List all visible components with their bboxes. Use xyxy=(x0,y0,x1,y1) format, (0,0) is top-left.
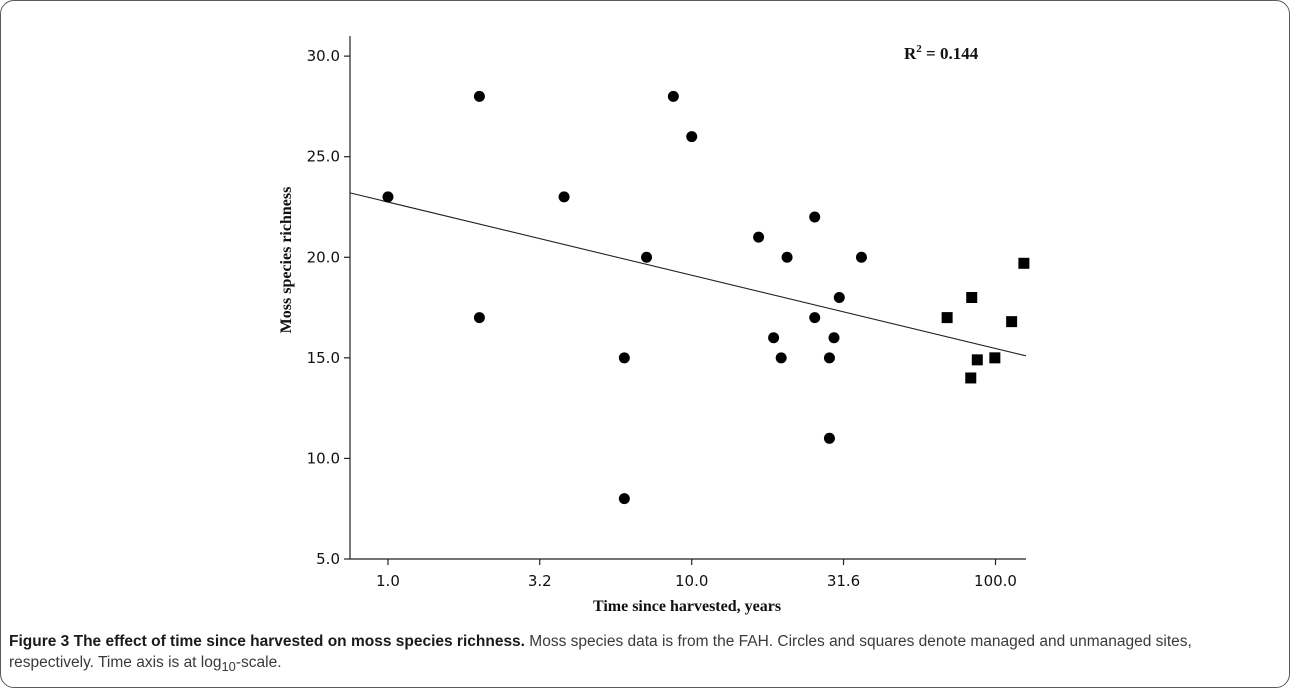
y-tick-label: 15.0 xyxy=(307,349,340,367)
unmanaged-site-point xyxy=(966,292,978,303)
managed-site-point xyxy=(823,352,835,364)
y-tick-label: 25.0 xyxy=(307,148,340,166)
managed-site-point xyxy=(809,312,821,324)
managed-site-point xyxy=(828,332,840,344)
data-points xyxy=(382,90,1030,505)
managed-site-point xyxy=(781,251,793,263)
managed-site-point xyxy=(641,251,653,263)
y-tick-label: 20.0 xyxy=(307,248,340,266)
x-tick-label: 100.0 xyxy=(974,572,1017,590)
managed-site-point xyxy=(855,251,867,263)
managed-site-point xyxy=(618,493,630,505)
caption-subscript: 10 xyxy=(221,659,236,675)
x-axis-title: Time since harvested, years xyxy=(593,598,781,615)
figure-caption: Figure 3 The effect of time since harves… xyxy=(9,631,1279,677)
unmanaged-site-point xyxy=(1006,316,1018,328)
unmanaged-site-point xyxy=(1018,257,1030,269)
managed-site-point xyxy=(558,191,570,203)
x-tick-label: 31.6 xyxy=(827,572,860,590)
r-squared-annotation: R2 = 0.144 xyxy=(904,43,979,63)
fit-line-group xyxy=(349,192,1027,357)
managed-site-point xyxy=(473,90,485,102)
caption-title: Figure 3 The effect of time since harves… xyxy=(9,633,525,650)
x-tick-label: 3.2 xyxy=(528,572,552,590)
managed-site-point xyxy=(667,90,679,102)
scatter-chart: 5.0 10.0 15.0 20.0 25.0 30.0 1.0 3.2 10.0 31.6 100… xyxy=(278,36,1030,615)
managed-site-point xyxy=(686,131,698,143)
managed-site-point xyxy=(618,352,630,364)
managed-site-point xyxy=(473,312,485,324)
managed-site-point xyxy=(382,191,394,203)
y-tick-label: 30.0 xyxy=(307,47,340,65)
unmanaged-site-point xyxy=(941,312,953,324)
regression-line xyxy=(349,192,1027,357)
unmanaged-site-point xyxy=(989,352,1001,364)
managed-site-point xyxy=(833,292,845,303)
x-tick-label: 10.0 xyxy=(675,572,708,590)
x-tick-label: 1.0 xyxy=(376,572,400,590)
unmanaged-site-point xyxy=(965,372,977,384)
y-axis-title: Moss species richness xyxy=(278,187,295,334)
managed-site-point xyxy=(768,332,780,344)
unmanaged-site-point xyxy=(971,354,983,366)
caption-text: Moss species data is from the FAH. Circl… xyxy=(9,633,1192,671)
managed-site-point xyxy=(753,231,765,243)
axes: 5.0 10.0 15.0 20.0 25.0 30.0 1.0 3.2 10.0 31.6 100… xyxy=(307,36,1026,590)
y-tick-label: 10.0 xyxy=(307,449,340,467)
managed-site-point xyxy=(775,352,787,364)
y-tick-label: 5.0 xyxy=(316,550,340,568)
managed-site-point xyxy=(823,432,835,444)
caption-text-end: -scale. xyxy=(235,654,282,671)
managed-site-point xyxy=(809,211,821,223)
